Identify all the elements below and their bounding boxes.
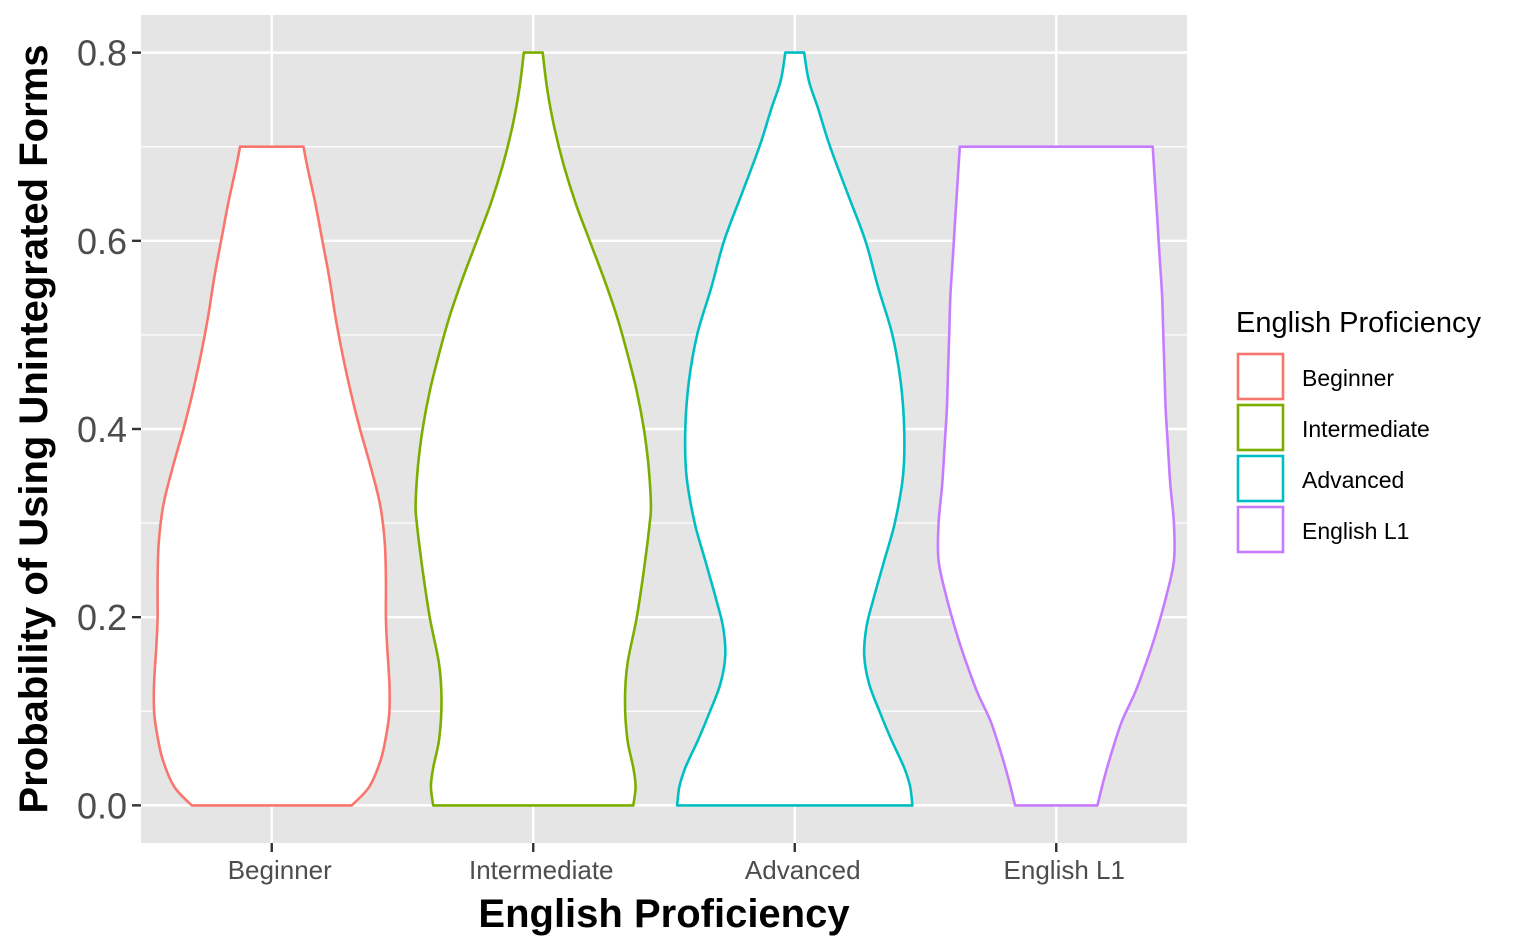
x-tick-label: Intermediate xyxy=(469,855,614,885)
violin-advanced xyxy=(675,51,914,807)
violin-beginner xyxy=(152,145,391,807)
legend: English Proficiency Beginner Intermediate… xyxy=(1236,307,1481,554)
legend-label: Advanced xyxy=(1302,467,1404,493)
legend-key xyxy=(1236,403,1285,452)
y-tick-label: 0.4 xyxy=(77,409,127,450)
legend-label: Intermediate xyxy=(1302,416,1430,442)
legend-key xyxy=(1236,454,1285,503)
legend-title: English Proficiency xyxy=(1236,307,1481,339)
y-tick-label: 0.0 xyxy=(77,785,127,826)
violin-english-l1 xyxy=(936,145,1176,807)
violin-intermediate xyxy=(414,51,653,807)
x-tick-label: Advanced xyxy=(745,855,861,885)
x-axis-title: English Proficiency xyxy=(478,892,850,936)
violins xyxy=(152,51,1176,807)
legend-label: Beginner xyxy=(1302,365,1394,391)
legend-label: English L1 xyxy=(1302,518,1409,544)
y-tick-label: 0.8 xyxy=(77,33,127,74)
x-tick-label: English L1 xyxy=(1004,855,1125,885)
legend-key xyxy=(1236,352,1285,401)
y-axis-title: Probability of Using Unintegrated Forms xyxy=(12,45,56,814)
y-tick-label: 0.6 xyxy=(77,221,127,262)
legend-key xyxy=(1236,505,1285,554)
x-axis: Beginner Intermediate Advanced English L1 xyxy=(228,843,1125,885)
y-tick-label: 0.2 xyxy=(77,597,127,638)
y-axis: 0.0 0.2 0.4 0.6 0.8 xyxy=(77,33,141,826)
x-tick-label: Beginner xyxy=(228,855,332,885)
